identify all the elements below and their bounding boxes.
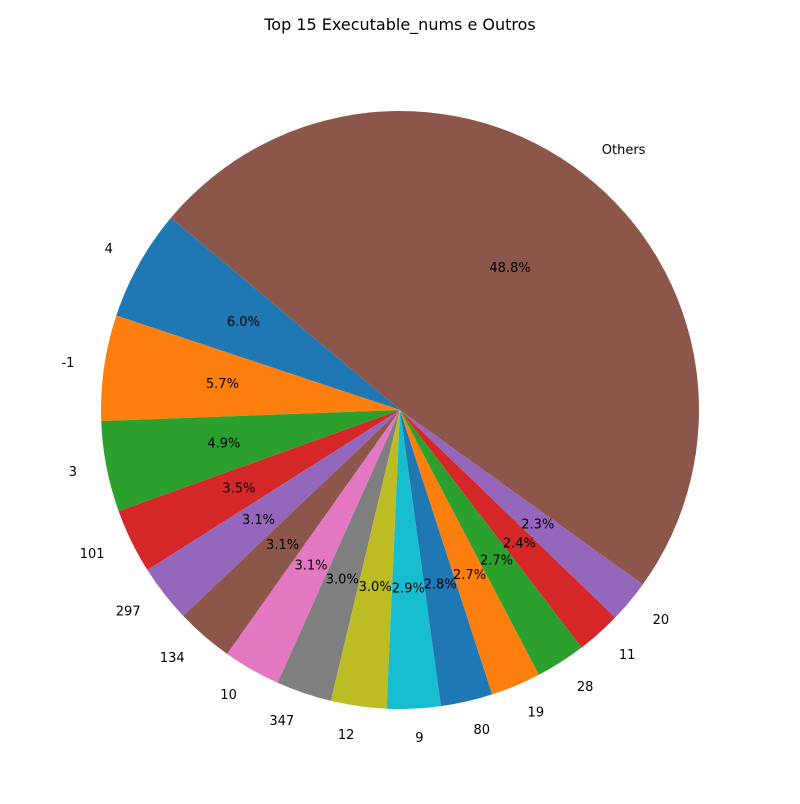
slice-percent-minus-1: 5.7%	[206, 377, 239, 392]
slice-label-297: 297	[116, 605, 141, 620]
slice-label-10: 10	[220, 688, 237, 703]
slice-percent-19: 2.7%	[453, 568, 486, 583]
slice-percent-10: 3.1%	[294, 558, 327, 573]
slice-percent-297: 3.1%	[242, 513, 275, 528]
slice-label-80: 80	[474, 723, 491, 738]
pie-slice-19	[400, 410, 539, 695]
slice-label-3: 3	[69, 465, 77, 480]
slice-percent-9: 2.9%	[392, 582, 425, 597]
pie-slice-12	[330, 410, 400, 709]
pie-slice-minus-1	[101, 315, 400, 422]
pie-slice-others	[170, 111, 699, 585]
slice-percent-4: 6.0%	[227, 315, 260, 330]
slice-label-19: 19	[528, 706, 545, 721]
slice-label-11: 11	[619, 648, 636, 663]
slice-percent-20: 2.3%	[521, 517, 554, 532]
pie-slice-297	[147, 410, 400, 616]
pie-slice-80	[400, 410, 493, 707]
pie-slice-10	[227, 410, 400, 683]
slice-percent-101: 3.5%	[222, 481, 255, 496]
slice-label-9: 9	[415, 731, 423, 746]
slice-label-12: 12	[338, 728, 355, 743]
slice-label-134: 134	[160, 651, 185, 666]
pie-slice-20	[400, 410, 643, 618]
pie-slice-3	[101, 410, 400, 512]
pie-slice-28	[400, 410, 582, 675]
pie-slice-9	[386, 410, 441, 709]
pie-slice-347	[277, 410, 400, 701]
slice-label-28: 28	[577, 680, 594, 695]
pie-slice-101	[118, 410, 400, 571]
chart-title: Top 15 Executable_nums e Outros	[263, 15, 536, 35]
pie-slice-134	[183, 410, 400, 654]
slice-label-others: Others	[602, 143, 646, 158]
pie-labels: 4 6.0% -1 5.7% 3 4.9% 101 3.5% 297 3.1% 134 3.1% 10 3…	[61, 143, 669, 746]
pie-slices	[101, 111, 699, 709]
slice-percent-80: 2.8%	[424, 577, 457, 592]
slice-percent-28: 2.7%	[480, 554, 513, 569]
slice-percent-11: 2.4%	[503, 536, 536, 551]
slice-label-20: 20	[653, 613, 670, 628]
slice-label-4: 4	[105, 242, 113, 257]
slice-percent-3: 4.9%	[207, 437, 240, 452]
slice-percent-12: 3.0%	[359, 580, 392, 595]
slice-label-101: 101	[80, 547, 105, 562]
pie-slice-11	[400, 410, 616, 648]
slice-percent-347: 3.0%	[326, 572, 359, 587]
slice-percent-134: 3.1%	[266, 538, 299, 553]
pie-slice-4	[116, 217, 400, 410]
slice-label-347: 347	[269, 714, 294, 729]
slice-percent-others: 48.8%	[489, 261, 530, 276]
slice-label-minus-1: -1	[61, 356, 74, 371]
